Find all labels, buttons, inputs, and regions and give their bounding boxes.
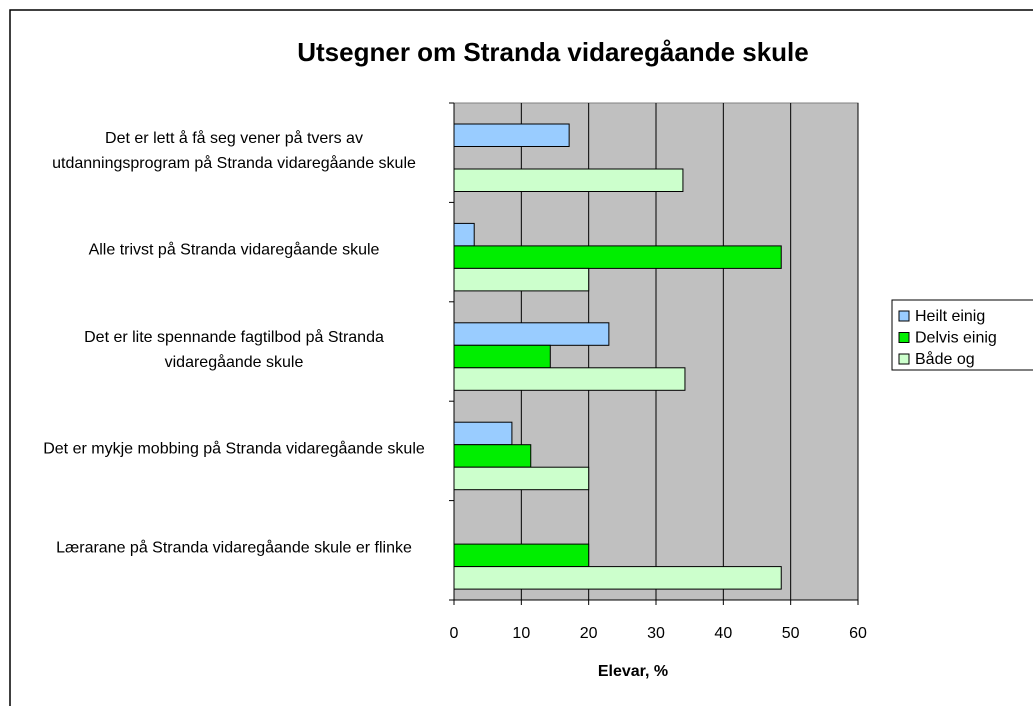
- x-tick-label: 30: [647, 625, 665, 642]
- legend-swatch: [898, 310, 910, 322]
- legend-label: Både og: [915, 350, 975, 368]
- bar: [453, 222, 475, 247]
- y-tick-label: Alle trivst på Stranda vidaregåande skul…: [88, 241, 380, 259]
- y-tick-label: Det er mykje mobbing på Stranda vidaregå…: [43, 440, 425, 458]
- bar: [453, 421, 513, 446]
- bar: [453, 123, 570, 147]
- x-tick-label: 20: [580, 625, 598, 642]
- x-tick-label: 60: [849, 625, 867, 642]
- bar: [453, 566, 782, 590]
- x-tick-label: 10: [512, 625, 530, 642]
- y-tick-label: Lærarane på Stranda vidaregåande skule e…: [56, 539, 412, 557]
- x-tick-label: 0: [450, 625, 459, 642]
- bar: [453, 344, 551, 369]
- legend-label: Delvis einig: [915, 330, 997, 347]
- legend-box: [891, 299, 1033, 371]
- x-axis-label: Elevar, %: [598, 663, 668, 680]
- y-tick-label: Det er lett å få seg vener på tvers av u…: [52, 129, 416, 172]
- x-tick-label: 40: [714, 625, 732, 642]
- x-tick-label: 50: [782, 625, 800, 642]
- bar: [453, 245, 782, 269]
- legend-swatch: [898, 332, 910, 343]
- bar: [453, 367, 686, 391]
- chart-frame: [9, 9, 1033, 706]
- bar: [453, 543, 590, 568]
- chart-title: Utsegner om Stranda vidaregåande skule: [297, 37, 809, 67]
- bar: [453, 466, 590, 491]
- bar: [453, 168, 684, 192]
- bar: [453, 267, 590, 292]
- bar: [453, 444, 532, 468]
- legend-label: Heilt einig: [915, 308, 985, 325]
- y-tick-label: Det er lite spennande fagtilbod på Stran…: [84, 328, 384, 371]
- bar: [453, 322, 610, 346]
- legend-swatch: [898, 353, 910, 365]
